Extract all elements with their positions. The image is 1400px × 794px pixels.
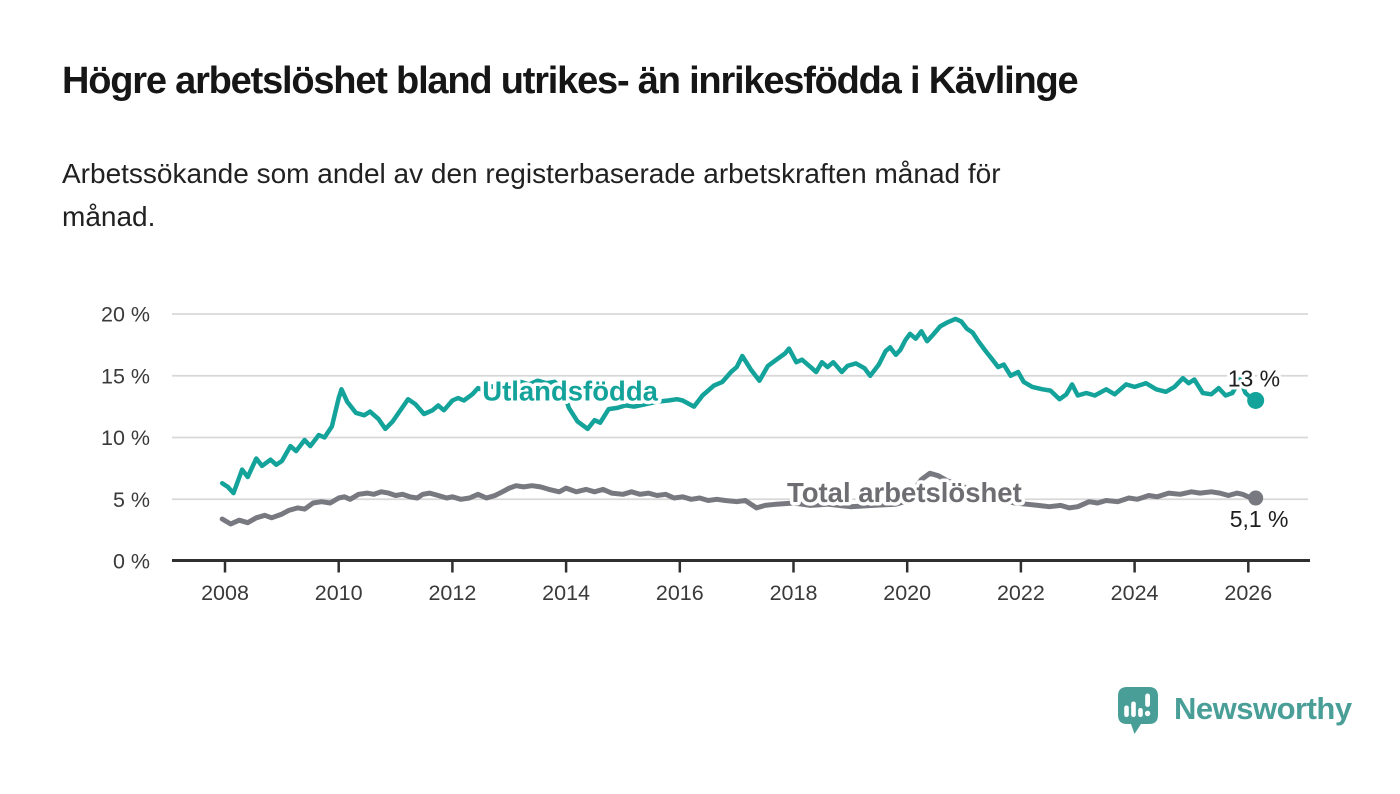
x-axis-tick-label: 2016 xyxy=(656,581,704,605)
x-axis-tick-label: 2022 xyxy=(997,581,1045,605)
series-end-dot-utlandsfodda xyxy=(1247,391,1265,409)
series-line-utlandsfodda xyxy=(219,316,1258,496)
y-axis-tick-label: 10 % xyxy=(101,426,150,450)
newsworthy-logo: Newsworthy xyxy=(1118,687,1352,737)
brand-name: Newsworthy xyxy=(1174,691,1352,726)
y-axis-tick-label: 15 % xyxy=(101,364,150,388)
x-axis-tick-label: 2026 xyxy=(1224,581,1272,605)
x-axis-tick-label: 2010 xyxy=(315,581,363,605)
series-end-value-total: 5,1 % xyxy=(1230,506,1289,532)
x-axis-tick-label: 2020 xyxy=(883,581,931,605)
newsworthy-logo-icon xyxy=(1118,687,1158,734)
series-line-total xyxy=(219,470,1259,527)
chart-subtitle: Arbetssökande som andel av den registerb… xyxy=(62,158,1001,233)
series-label-utlandsfodda: Utlandsfödda xyxy=(482,375,658,406)
x-axis-tick-label: 2014 xyxy=(542,581,590,605)
y-axis-tick-label: 0 % xyxy=(113,550,150,574)
page-title: Högre arbetslöshet bland utrikes- än inr… xyxy=(62,60,1079,102)
series-end-dot-total xyxy=(1248,490,1264,506)
series-label-total: Total arbetslöshet xyxy=(787,477,1022,508)
y-axis-tick-label: 20 % xyxy=(101,303,150,327)
y-axis-tick-label: 5 % xyxy=(113,488,150,512)
x-axis-tick-label: 2012 xyxy=(428,581,476,605)
series-end-value-utlandsfodda: 13 % xyxy=(1228,365,1280,391)
x-axis-tick-label: 2008 xyxy=(201,581,249,605)
x-axis-tick-label: 2024 xyxy=(1111,581,1159,605)
x-axis-tick-label: 2018 xyxy=(770,581,818,605)
